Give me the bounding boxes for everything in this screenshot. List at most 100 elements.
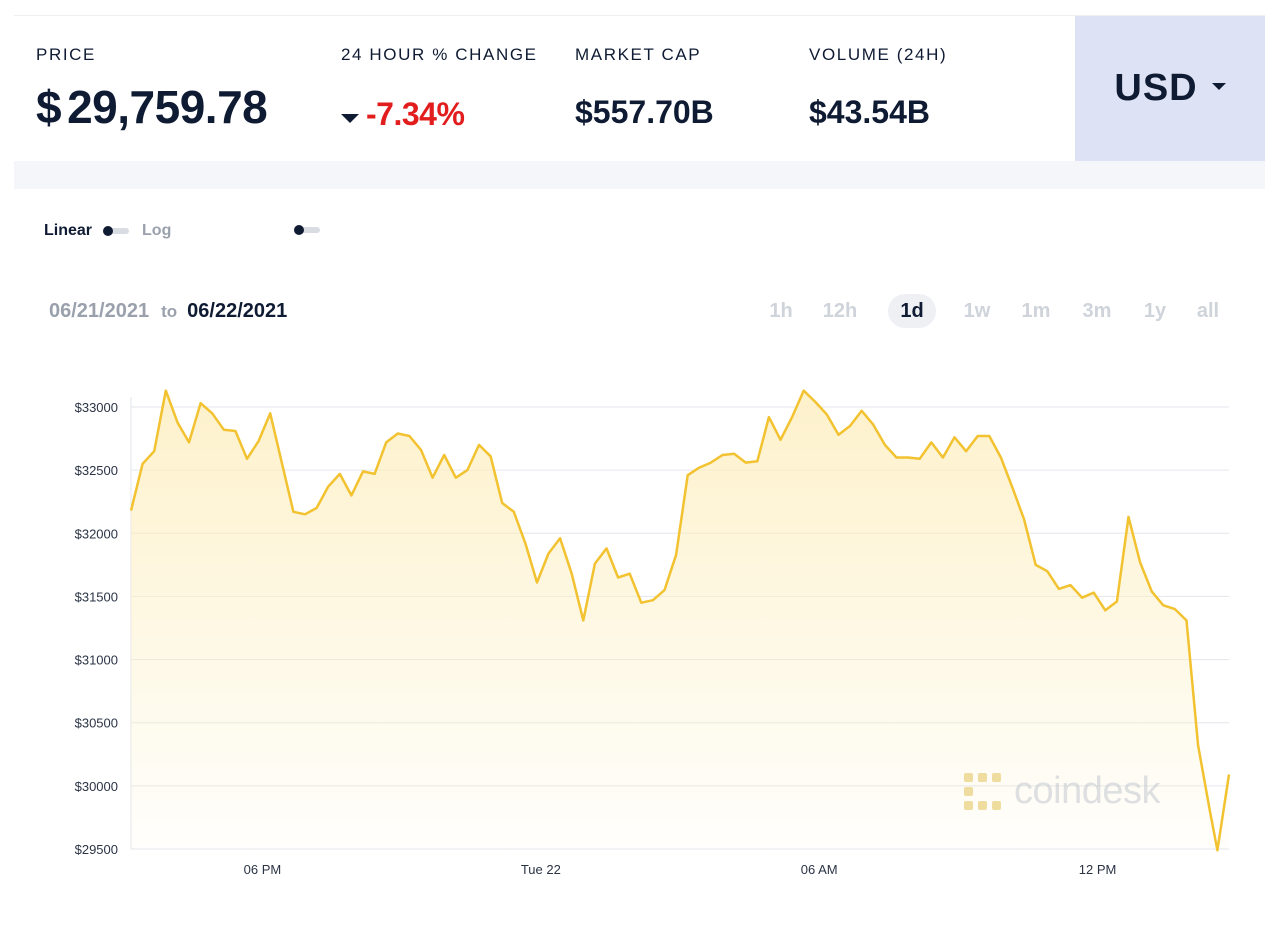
price-point[interactable] xyxy=(972,430,984,442)
date-from[interactable]: 06/21/2021 xyxy=(49,300,150,322)
price-point[interactable] xyxy=(995,452,1007,464)
price-point[interactable] xyxy=(856,405,868,417)
range-all[interactable]: all xyxy=(1196,300,1220,322)
price-point[interactable] xyxy=(682,469,694,481)
scale-switch[interactable] xyxy=(103,226,130,236)
price-point[interactable] xyxy=(786,411,798,423)
price-point[interactable] xyxy=(543,548,555,560)
price-point[interactable] xyxy=(473,439,485,451)
price-point[interactable] xyxy=(218,424,230,436)
price-point[interactable] xyxy=(1099,604,1111,616)
range-1d[interactable]: 1d xyxy=(888,294,936,328)
price-point[interactable] xyxy=(531,577,543,589)
price-point[interactable] xyxy=(1169,603,1181,615)
price-point[interactable] xyxy=(496,497,508,509)
price-point[interactable] xyxy=(241,453,253,465)
price-point[interactable] xyxy=(1018,513,1030,525)
price-point[interactable] xyxy=(693,462,705,474)
price-point[interactable] xyxy=(624,568,636,580)
price-point[interactable] xyxy=(148,445,160,457)
price-point[interactable] xyxy=(438,449,450,461)
price-point[interactable] xyxy=(427,472,439,484)
price-point[interactable] xyxy=(577,614,589,626)
price-point[interactable] xyxy=(519,537,531,549)
price-point[interactable] xyxy=(937,452,949,464)
price-point[interactable] xyxy=(461,464,473,476)
price-point[interactable] xyxy=(1211,844,1223,856)
price-point[interactable] xyxy=(1123,511,1135,523)
price-point[interactable] xyxy=(160,385,172,397)
range-12h[interactable]: 12h xyxy=(822,300,858,322)
date-to[interactable]: 06/22/2021 xyxy=(187,300,288,322)
price-point[interactable] xyxy=(357,465,369,477)
price-point[interactable] xyxy=(1223,769,1235,781)
price-point[interactable] xyxy=(914,453,926,465)
price-point[interactable] xyxy=(740,457,752,469)
price-point[interactable] xyxy=(717,449,729,461)
price-point[interactable] xyxy=(1204,804,1216,816)
price-point[interactable] xyxy=(1065,579,1077,591)
price-point[interactable] xyxy=(1041,565,1053,577)
price-point[interactable] xyxy=(949,431,961,443)
price-point[interactable] xyxy=(983,430,995,442)
price-point[interactable] xyxy=(1076,592,1088,604)
price-point[interactable] xyxy=(508,506,520,518)
price-point[interactable] xyxy=(253,435,265,447)
price-point[interactable] xyxy=(1157,599,1169,611)
price-point[interactable] xyxy=(450,472,462,484)
price-point[interactable] xyxy=(137,458,149,470)
price-point[interactable] xyxy=(369,468,381,480)
price-point[interactable] xyxy=(322,481,334,493)
price-point[interactable] xyxy=(751,455,763,467)
price-point[interactable] xyxy=(299,508,311,520)
price-point[interactable] xyxy=(276,457,288,469)
price-point[interactable] xyxy=(287,506,299,518)
price-point[interactable] xyxy=(1181,614,1193,626)
price-point[interactable] xyxy=(867,419,879,431)
range-3m[interactable]: 3m xyxy=(1082,300,1112,322)
price-point[interactable] xyxy=(659,584,671,596)
log-option[interactable]: Log xyxy=(142,222,172,239)
price-point[interactable] xyxy=(1088,587,1100,599)
price-point[interactable] xyxy=(264,407,276,419)
price-point[interactable] xyxy=(403,430,415,442)
price-point[interactable] xyxy=(1192,739,1204,751)
price-point[interactable] xyxy=(589,558,601,570)
price-point[interactable] xyxy=(1007,482,1019,494)
price-point[interactable] xyxy=(960,445,972,457)
secondary-toggle-switch[interactable] xyxy=(294,225,320,235)
price-point[interactable] xyxy=(334,468,346,480)
price-point[interactable] xyxy=(705,457,717,469)
price-point[interactable] xyxy=(485,450,497,462)
price-point[interactable] xyxy=(171,416,183,428)
range-1m[interactable]: 1m xyxy=(1021,300,1051,322)
price-point[interactable] xyxy=(601,542,613,554)
price-point[interactable] xyxy=(809,396,821,408)
price-point[interactable] xyxy=(1111,596,1123,608)
price-point[interactable] xyxy=(554,532,566,544)
currency-selector-button[interactable]: USD xyxy=(1075,16,1265,161)
price-point[interactable] xyxy=(891,452,903,464)
price-point[interactable] xyxy=(798,385,810,397)
price-chart-svg[interactable]: $29500 $30000 $30500 $31000 $31500 $32000 $325… xyxy=(0,360,1280,900)
price-point[interactable] xyxy=(206,407,218,419)
price-point[interactable] xyxy=(925,436,937,448)
price-point[interactable] xyxy=(844,420,856,432)
price-point[interactable] xyxy=(311,502,323,514)
price-point[interactable] xyxy=(125,505,137,517)
price-point[interactable] xyxy=(1030,559,1042,571)
price-point[interactable] xyxy=(879,439,891,451)
linear-option[interactable]: Linear xyxy=(44,222,93,239)
price-point[interactable] xyxy=(821,409,833,421)
price-point[interactable] xyxy=(670,549,682,561)
price-point[interactable] xyxy=(1053,583,1065,595)
price-point[interactable] xyxy=(392,428,404,440)
price-point[interactable] xyxy=(229,425,241,437)
price-point[interactable] xyxy=(183,436,195,448)
price-point[interactable] xyxy=(195,397,207,409)
scale-toggle[interactable]: Linear Log xyxy=(44,220,171,242)
price-point[interactable] xyxy=(647,594,659,606)
price-point[interactable] xyxy=(763,411,775,423)
price-point[interactable] xyxy=(612,572,624,584)
price-point[interactable] xyxy=(902,452,914,464)
